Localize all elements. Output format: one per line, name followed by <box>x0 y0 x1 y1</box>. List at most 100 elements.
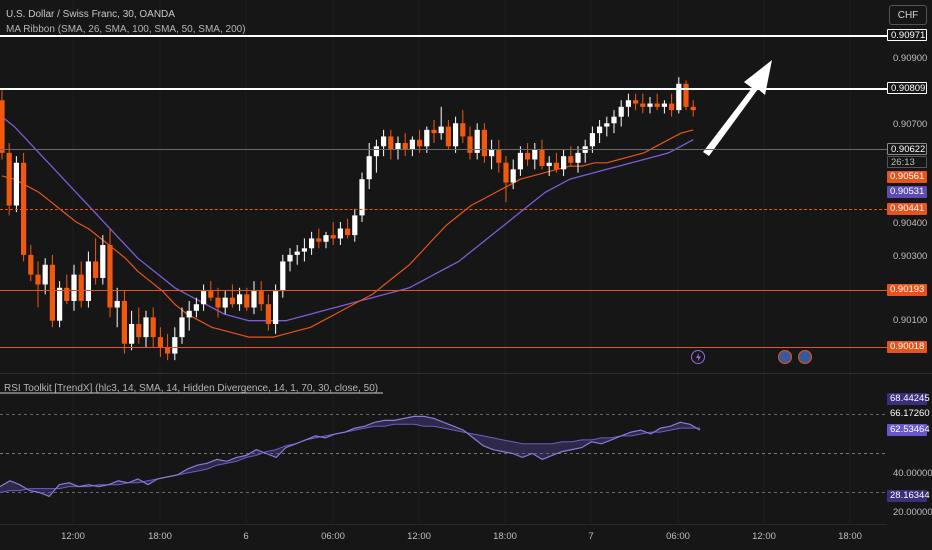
candle-body <box>445 126 451 147</box>
candle-body <box>625 100 631 107</box>
candle-body <box>431 129 437 134</box>
candle-body <box>661 103 667 107</box>
price-tag-809: 0.90809 <box>887 82 927 94</box>
candle-body <box>237 294 243 305</box>
time-label: 12:00 <box>61 531 85 542</box>
candle-body <box>568 156 574 163</box>
time-label: 12:00 <box>407 531 431 542</box>
candle-body <box>510 169 516 183</box>
rsi-axis-label: 20.00000 <box>893 507 932 518</box>
trend-arrow <box>703 60 772 156</box>
candle-body <box>503 162 509 183</box>
candle-body <box>143 317 149 338</box>
ma-ribbon-label[interactable]: MA Ribbon (SMA, 26, SMA, 100, SMA, 50, S… <box>6 24 246 35</box>
price-tag-441: 0.90441 <box>887 203 927 215</box>
candle-body <box>388 136 394 150</box>
rsi-tag-mid: 66.17260 <box>887 408 930 420</box>
axis-label: 0.90100 <box>893 315 928 326</box>
candle-body <box>251 291 257 308</box>
candle-body <box>525 152 531 160</box>
candle-body <box>280 261 286 292</box>
candle-body <box>352 215 358 236</box>
time-label: 7 <box>588 531 594 542</box>
level-018-line[interactable] <box>0 347 887 348</box>
candle-body <box>409 139 415 150</box>
candle-body <box>553 162 559 170</box>
candle-body <box>337 228 343 239</box>
axis-label: 0.90400 <box>893 218 928 229</box>
us-flag-event-icon[interactable] <box>798 350 812 364</box>
rsi-indicator-label[interactable]: RSI Toolkit [TrendX] (hlc3, 14, SMA, 14,… <box>4 383 379 394</box>
level-441-line[interactable] <box>0 209 887 210</box>
time-label: 18:00 <box>493 531 517 542</box>
bar-countdown: 26:13 <box>887 156 927 168</box>
candle-body <box>676 83 682 111</box>
candle-body <box>0 100 5 153</box>
candle-body <box>517 152 523 170</box>
candle-body <box>13 162 19 206</box>
candle-body <box>57 287 63 321</box>
candle-body <box>121 300 127 344</box>
candle-body <box>546 162 552 167</box>
candle-body <box>136 323 142 338</box>
level-193-line[interactable] <box>0 290 887 291</box>
currency-button[interactable]: CHF <box>889 5 927 25</box>
candle-body <box>6 152 12 206</box>
candle-body <box>467 136 473 153</box>
candle-body <box>93 261 99 278</box>
candle-body <box>647 103 653 107</box>
candle-body <box>150 317 156 338</box>
candle-body <box>654 103 660 107</box>
candle-body <box>330 235 336 239</box>
candle-body <box>49 264 55 321</box>
candle-body <box>474 129 480 153</box>
candle-body <box>589 133 595 147</box>
candle-body <box>633 100 639 104</box>
time-axis-border <box>0 524 887 525</box>
candle-body <box>222 297 228 308</box>
candle-body <box>157 337 163 347</box>
panel-separator[interactable] <box>0 373 932 374</box>
candle-body <box>78 274 84 301</box>
candle-body <box>172 337 178 354</box>
candle-body <box>107 245 113 308</box>
candle-body <box>229 297 235 305</box>
candle-body <box>359 179 365 216</box>
candle-body <box>294 251 300 255</box>
time-label: 06:00 <box>666 531 690 542</box>
time-label: 06:00 <box>321 531 345 542</box>
candle-body <box>129 323 135 344</box>
resistance-level-top[interactable] <box>0 35 887 37</box>
resistance-level-809[interactable] <box>0 88 887 90</box>
candle-body <box>100 245 106 278</box>
time-label: 6 <box>243 531 249 542</box>
candle-body <box>395 143 401 150</box>
candle-body <box>402 143 408 150</box>
us-flag-event-icon[interactable] <box>778 350 792 364</box>
candle-body <box>438 126 444 134</box>
candle-body <box>208 291 214 298</box>
axis-label: 0.90700 <box>893 119 928 130</box>
ma-purple-tag: 0.90531 <box>887 186 927 198</box>
axis-label: 0.90300 <box>893 251 928 262</box>
candle-body <box>215 297 221 308</box>
candle-body <box>273 291 279 324</box>
rsi-axis-label: 40.00000 <box>893 468 932 479</box>
candle-body <box>669 103 675 111</box>
rsi-tag-bottom: 28.16344 <box>887 490 930 502</box>
candle-body <box>71 274 77 301</box>
lightning-icon[interactable] <box>691 350 705 364</box>
candle-body <box>301 248 307 252</box>
candle-body <box>21 162 27 255</box>
candle-body <box>683 83 689 107</box>
candle-body <box>611 116 617 124</box>
time-label: 18:00 <box>148 531 172 542</box>
candle-body <box>258 291 264 305</box>
candle-body <box>618 106 624 117</box>
symbol-title: U.S. Dollar / Swiss Franc, 30, OANDA <box>6 9 175 20</box>
candle-body <box>640 103 646 107</box>
rsi-tag-low: 62.53464 <box>887 424 930 436</box>
candle-body <box>532 149 538 160</box>
